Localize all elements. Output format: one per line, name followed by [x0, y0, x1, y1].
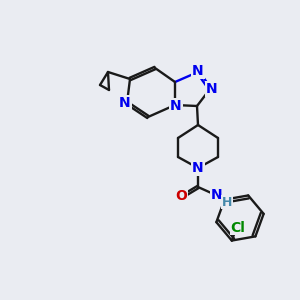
Text: N: N — [170, 99, 182, 113]
Text: H: H — [222, 196, 232, 208]
Text: O: O — [175, 189, 187, 203]
Text: N: N — [192, 64, 204, 78]
Text: N: N — [192, 161, 204, 175]
Text: N: N — [119, 96, 131, 110]
Text: N: N — [206, 82, 218, 96]
Text: N: N — [211, 188, 223, 202]
Text: Cl: Cl — [230, 220, 245, 235]
